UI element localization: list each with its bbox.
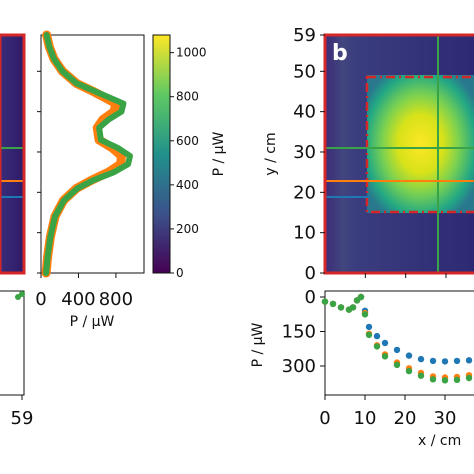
bottom-left-point <box>19 291 25 297</box>
horizontal-profile-ylabel: P / µW <box>250 322 266 367</box>
horizontal-profile-xtick: 20 <box>394 408 417 429</box>
heatmap-b-ytick: 50 <box>293 61 316 82</box>
horizontal-profile-point <box>365 323 373 331</box>
vertical-profile-xtick: 800 <box>99 289 133 310</box>
colorbar-tick: 800 <box>176 90 199 104</box>
horizontal-profile-point <box>361 311 369 318</box>
horizontal-profile-point <box>329 300 337 308</box>
heatmap-a-frame <box>0 33 26 275</box>
horizontal-profile-point <box>465 374 473 382</box>
horizontal-profile-ytick: 150 <box>282 322 316 343</box>
vertical-profile-series <box>41 30 133 278</box>
horizontal-profile-point <box>417 355 425 363</box>
colorbar-label: P / µW <box>211 131 227 176</box>
vertical-profile-ticks: 0 400 800 <box>35 70 133 310</box>
colorbar-tick: 600 <box>176 134 199 148</box>
horizontal-profile-point <box>365 331 373 339</box>
horizontal-profile-point <box>441 377 449 384</box>
horizontal-profile-point <box>393 346 401 354</box>
horizontal-profile-xtick: 0 <box>319 408 330 429</box>
horizontal-profile-point <box>429 357 437 365</box>
heatmap-b-ytick: 59 <box>293 25 316 46</box>
colorbar-tick: 0 <box>176 266 184 280</box>
heatmap-b-ytick: 20 <box>293 182 316 203</box>
horizontal-profile-point <box>337 304 345 311</box>
horizontal-profile-point <box>373 332 381 340</box>
horizontal-profile-point <box>453 357 461 365</box>
horizontal-profile-ticks: 0 150 300 0 10 20 30 <box>282 287 457 429</box>
horizontal-profile-point <box>465 357 473 364</box>
colorbar-tick: 200 <box>176 222 199 236</box>
heatmap-b-bright-region <box>367 75 474 213</box>
panel-b-label: b <box>332 41 348 66</box>
heatmap-b-ytick: 40 <box>293 102 316 123</box>
horizontal-profile-point <box>373 343 381 350</box>
horizontal-profile-ytick: 0 <box>305 287 316 308</box>
horizontal-profile-point <box>357 293 365 301</box>
bottom-left-xtick: 59 <box>11 408 34 429</box>
heatmap-b: b 0 10 20 30 40 50 59 y / cm <box>263 25 474 284</box>
horizontal-profile-ytick: 300 <box>282 356 316 377</box>
horizontal-profile-xtick: 10 <box>354 408 377 429</box>
bottom-left-profile: 59 <box>0 290 34 429</box>
heatmap-b-roi <box>365 75 474 214</box>
horizontal-profile-point <box>321 298 329 305</box>
horizontal-profile-xtick: 30 <box>434 408 457 429</box>
vertical-profile-line <box>43 32 133 276</box>
vertical-profile-xtick: 400 <box>61 289 95 310</box>
horizontal-profile-point <box>441 358 449 365</box>
colorbar-tick: 400 <box>176 178 199 192</box>
heatmap-b-yticks: 0 10 20 30 40 50 59 <box>293 25 447 284</box>
bottom-left-profile-frame <box>0 290 25 396</box>
horizontal-profile-series <box>321 293 473 384</box>
horizontal-profile-frame <box>324 290 474 396</box>
heatmap-b-ytick: 10 <box>293 223 316 244</box>
horizontal-profile-xlabel: x / cm <box>418 433 461 449</box>
vertical-profile: 0 400 800 P / µW <box>35 30 145 330</box>
horizontal-profile-point <box>393 361 401 369</box>
heatmap-b-ytick: 30 <box>293 142 316 163</box>
colorbar-gradient <box>152 34 171 274</box>
horizontal-profile-point <box>381 353 389 360</box>
heatmap-b-frame <box>323 33 474 275</box>
horizontal-profile-point <box>405 367 413 375</box>
colorbar: 0 200 400 600 800 1000 P / µW <box>152 34 227 280</box>
colorbar-tick: 1000 <box>176 46 207 60</box>
horizontal-profile-point <box>453 376 461 383</box>
horizontal-profile-point <box>405 352 413 359</box>
colorbar-ticks: 0 200 400 600 800 1000 <box>170 46 207 280</box>
horizontal-profile: 0 150 300 0 10 20 30 P / µW x / cm <box>250 287 474 449</box>
vertical-profile-xlabel: P / µW <box>70 314 115 330</box>
heatmap-b-ylabel: y / cm <box>263 132 279 175</box>
heatmap-b-ytick: 0 <box>305 263 316 284</box>
horizontal-profile-point <box>417 372 425 379</box>
heatmap-a-image <box>0 35 24 273</box>
vertical-profile-xtick: 0 <box>35 289 46 310</box>
horizontal-profile-point <box>381 339 389 347</box>
horizontal-profile-point <box>429 376 437 383</box>
heatmap-a <box>0 33 26 275</box>
horizontal-profile-point <box>349 304 357 311</box>
